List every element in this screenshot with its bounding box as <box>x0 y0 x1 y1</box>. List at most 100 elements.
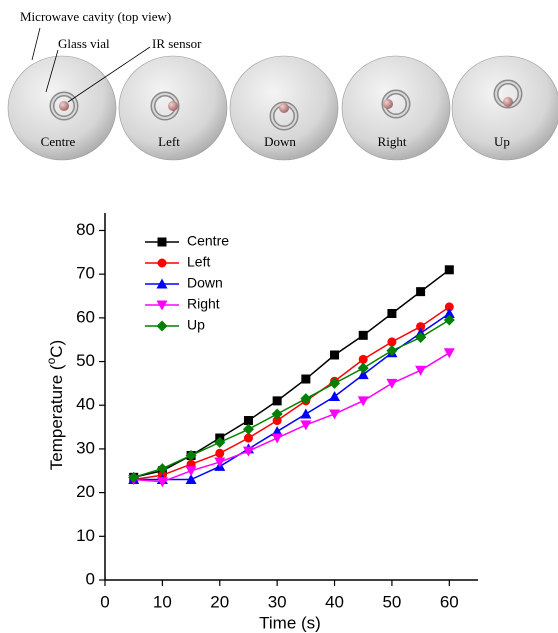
y-tick-label: 10 <box>76 526 95 545</box>
marker <box>214 457 226 468</box>
series-line <box>133 312 450 481</box>
position-label: Up <box>494 134 510 149</box>
marker <box>271 433 283 444</box>
diagram: Centre Left Down Right Up <box>7 55 558 161</box>
sensor <box>279 103 289 113</box>
marker <box>185 449 197 461</box>
legend-label: Right <box>187 296 220 312</box>
marker <box>358 330 368 340</box>
y-axis-title-unit: C) <box>47 340 66 358</box>
sensor-label: IR sensor <box>152 36 202 51</box>
y-tick-label: 70 <box>76 264 95 283</box>
sensor <box>503 97 513 107</box>
y-tick-label: 0 <box>86 569 95 588</box>
marker <box>215 448 225 458</box>
series-line <box>133 352 450 483</box>
y-tick-label: 60 <box>76 307 95 326</box>
marker <box>416 322 426 332</box>
marker <box>415 365 427 376</box>
x-tick-label: 60 <box>440 592 459 611</box>
position-label: Right <box>378 134 407 149</box>
marker <box>272 396 282 406</box>
series-line <box>133 269 450 479</box>
marker <box>301 374 311 384</box>
marker <box>242 423 254 435</box>
cavity <box>341 55 451 161</box>
marker <box>443 307 455 318</box>
leader-line <box>67 46 151 103</box>
y-tick-label: 30 <box>76 438 95 457</box>
marker <box>330 350 340 360</box>
sensor <box>383 99 393 109</box>
marker <box>329 377 341 389</box>
marker <box>386 345 398 357</box>
x-tick-label: 0 <box>100 592 109 611</box>
marker <box>387 308 397 318</box>
x-tick-label: 50 <box>382 592 401 611</box>
marker <box>416 287 426 297</box>
x-axis-title: Time (s) <box>259 613 321 632</box>
position-label: Centre <box>41 134 76 149</box>
position-label: Left <box>158 134 180 149</box>
x-tick-label: 10 <box>153 592 172 611</box>
marker <box>443 314 455 326</box>
marker <box>329 391 341 401</box>
x-tick-label: 20 <box>210 592 229 611</box>
marker <box>156 477 168 488</box>
marker <box>243 433 253 443</box>
y-axis-title: Temperature (oC) <box>44 340 66 470</box>
marker <box>272 416 282 426</box>
chart: Time (s) Temperature (oC) 0 10 20 30 40 50 60 7… <box>44 213 478 632</box>
marker <box>185 474 197 485</box>
legend-marker <box>156 300 168 311</box>
sensor <box>59 101 69 111</box>
leader-line <box>45 49 59 93</box>
vial-ring-inner <box>51 93 77 119</box>
marker <box>128 471 140 483</box>
marker <box>444 265 454 275</box>
marker <box>300 408 312 419</box>
legend-label: Down <box>187 275 223 291</box>
marker <box>415 332 427 344</box>
marker <box>300 393 312 405</box>
marker <box>444 302 454 312</box>
vial-label: Glass vial <box>58 36 110 51</box>
x-tick-label: 30 <box>268 592 287 611</box>
y-tick-label: 80 <box>76 220 95 239</box>
legend-label: Centre <box>187 233 229 249</box>
x-tick-label: 40 <box>325 592 344 611</box>
marker <box>357 369 369 380</box>
marker <box>329 409 341 420</box>
legend-label: Left <box>187 254 210 270</box>
y-axis-title-text: Temperature ( <box>47 364 66 470</box>
cavity-label: Microwave cavity (top view) <box>20 9 171 24</box>
marker <box>300 420 312 431</box>
marker <box>357 362 369 374</box>
y-axis-title-sup: o <box>44 357 58 364</box>
legend-marker <box>156 320 168 332</box>
marker <box>443 348 455 359</box>
leader-line <box>31 27 41 61</box>
marker <box>357 396 369 407</box>
marker <box>386 378 398 389</box>
series-line <box>133 319 450 479</box>
marker <box>358 354 368 364</box>
legend-marker <box>156 278 168 289</box>
position-label: Down <box>264 134 296 149</box>
marker <box>185 466 197 477</box>
marker <box>271 425 283 436</box>
legend-marker <box>157 237 167 247</box>
legend-label: Up <box>187 317 205 333</box>
marker <box>271 408 283 420</box>
y-tick-label: 40 <box>76 395 95 414</box>
marker <box>156 463 168 475</box>
marker <box>214 436 226 448</box>
marker <box>242 446 254 457</box>
sensor <box>168 101 178 111</box>
series-line <box>133 306 450 481</box>
marker <box>243 416 253 426</box>
y-tick-label: 20 <box>76 482 95 501</box>
y-tick-label: 50 <box>76 351 95 370</box>
marker <box>387 337 397 347</box>
